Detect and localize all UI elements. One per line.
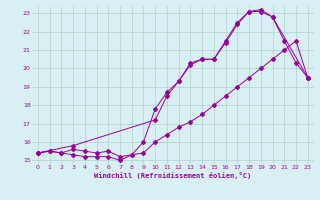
X-axis label: Windchill (Refroidissement éolien,°C): Windchill (Refroidissement éolien,°C) bbox=[94, 172, 252, 179]
